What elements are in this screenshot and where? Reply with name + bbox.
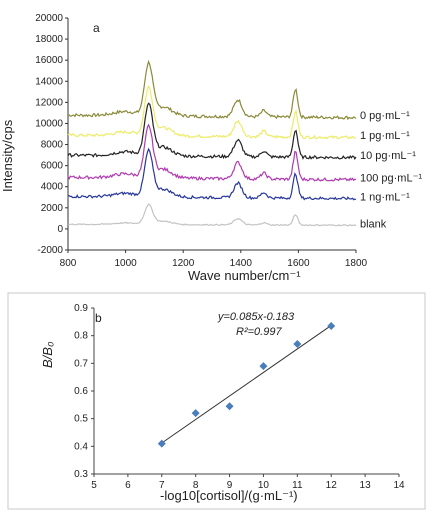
chart-a-y-axis-label: Intensity/cps xyxy=(0,119,15,192)
chart-a-y-tick-label: -2000 xyxy=(37,245,63,256)
chart-a-legend-entry: 10 pg·mL⁻¹ xyxy=(360,150,416,162)
chart-a-x-tick-label: 1800 xyxy=(345,258,368,269)
chart-b-equation: y=0.085x-0.183 xyxy=(217,311,295,323)
chart-b-axes: 0.3 0.4 0.5 0.6 0.7 0.8 0.9 5 6 7 8 9 10 11 12 13 14 xyxy=(74,303,405,491)
chart-b-x-tick-label: 5 xyxy=(91,480,97,491)
chart-a-y-tick-label: 14000 xyxy=(35,76,63,87)
chart-b-x-tick-label: 6 xyxy=(125,480,131,491)
chart-b-y-tick-label: 0.8 xyxy=(74,331,88,342)
chart-a-series-line xyxy=(67,59,357,121)
chart-a-series-line xyxy=(67,147,357,201)
chart-a-x-tick-label: 1200 xyxy=(172,258,195,269)
chart-a-legend-entry: 0 pg·mL⁻¹ xyxy=(360,110,410,122)
chart-a-y-tick-label: 4000 xyxy=(41,182,64,193)
chart-a-legend-entry: 100 pg·mL⁻¹ xyxy=(360,172,422,184)
chart-b-frame xyxy=(7,292,426,510)
chart-b-y-tick-label: 0.9 xyxy=(74,303,88,314)
chart-b-y-tick-label: 0.7 xyxy=(74,358,88,369)
chart-a-legend-entry: 1 ng·mL⁻¹ xyxy=(360,191,410,203)
chart-b-r2: R²=0.997 xyxy=(236,326,282,338)
chart-a-series-line xyxy=(67,123,357,182)
chart-b-y-axis-label: B/B₀ xyxy=(40,341,55,368)
chart-a: a -2000 0 2000 4000 6000 8000 10000 12000 14000 1… xyxy=(0,13,422,283)
chart-b-x-tick-label: 7 xyxy=(159,480,165,491)
chart-b-x-tick-label: 10 xyxy=(258,480,270,491)
chart-a-x-tick-label: 1400 xyxy=(230,258,253,269)
chart-b-panel-label: b xyxy=(95,311,102,325)
chart-a-x-tick-label: 800 xyxy=(60,258,77,269)
chart-a-y-tick-label: 18000 xyxy=(35,34,63,45)
chart-a-series-line xyxy=(67,85,357,140)
chart-b-x-tick-label: 13 xyxy=(360,480,372,491)
chart-a-series-line xyxy=(67,102,357,161)
chart-b-x-tick-label: 9 xyxy=(227,480,233,491)
chart-a-x-tick-label: 1000 xyxy=(114,258,137,269)
chart-a-y-tick-label: 20000 xyxy=(35,13,63,24)
chart-b-y-tick-label: 0.3 xyxy=(74,469,88,480)
chart-b-point xyxy=(327,321,336,330)
chart-b-y-tick-label: 0.6 xyxy=(74,386,88,397)
chart-b-point xyxy=(259,362,268,371)
chart-b-y-tick-label: 0.5 xyxy=(74,414,88,425)
chart-b-x-axis-label: -log10[cortisol]/(g·mL⁻¹) xyxy=(160,488,298,503)
chart-a-y-tick-label: 2000 xyxy=(41,203,64,214)
chart-a-y-tick-label: 0 xyxy=(57,224,63,235)
chart-a-legend: 0 pg·mL⁻¹ 1 pg·mL⁻¹ 10 pg·mL⁻¹ 100 pg·mL⁻¹ 1… xyxy=(360,110,422,231)
chart-b-marks xyxy=(157,321,336,448)
chart-b-point xyxy=(157,439,166,448)
chart-b-x-tick-label: 11 xyxy=(292,480,303,491)
chart-a-legend-entry: 1 pg·mL⁻¹ xyxy=(360,130,410,142)
chart-b-point xyxy=(225,402,234,411)
chart-b: b 0.3 0.4 0.5 0.6 0.7 0.8 0.9 5 6 7 8 9 10 11 12 13 14 y… xyxy=(7,292,426,510)
chart-a-panel-label: a xyxy=(93,21,100,35)
chart-b-point xyxy=(191,409,200,418)
chart-b-x-tick-label: 8 xyxy=(193,480,199,491)
chart-a-x-axis-label: Wave number/cm⁻¹ xyxy=(188,268,301,283)
chart-b-point xyxy=(293,339,302,348)
chart-a-axes: -2000 0 2000 4000 6000 8000 10000 12000 14000 160… xyxy=(35,13,367,269)
chart-a-legend-entry: blank xyxy=(360,219,387,231)
chart-a-y-tick-label: 12000 xyxy=(35,97,63,108)
chart-b-fit-line xyxy=(161,325,332,444)
chart-b-x-tick-label: 12 xyxy=(326,480,338,491)
chart-a-y-tick-label: 16000 xyxy=(35,55,63,66)
chart-a-y-tick-label: 8000 xyxy=(41,140,64,151)
chart-b-x-tick-label: 14 xyxy=(393,480,405,491)
chart-a-y-tick-label: 6000 xyxy=(41,161,64,172)
chart-a-x-tick-label: 1600 xyxy=(287,258,310,269)
chart-a-series-group xyxy=(67,59,357,227)
chart-a-y-tick-label: 10000 xyxy=(35,118,63,129)
chart-b-y-tick-label: 0.4 xyxy=(74,441,88,452)
chart-a-series-line xyxy=(67,203,357,227)
